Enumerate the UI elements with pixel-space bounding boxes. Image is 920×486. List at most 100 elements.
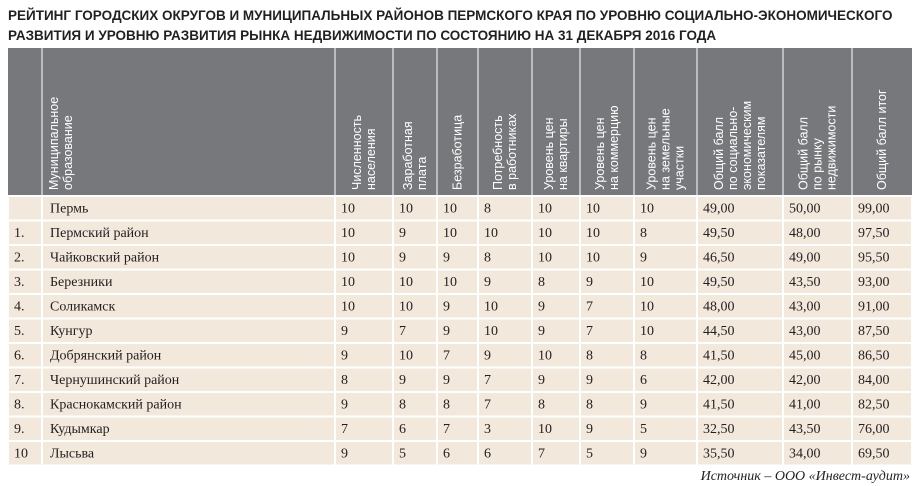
score: 48,00 (789, 226, 821, 241)
column-header: недвижимости (825, 106, 839, 190)
cell-background (851, 195, 913, 222)
score: 7 (538, 446, 545, 461)
cell-background (782, 244, 853, 271)
score: 9 (586, 275, 593, 290)
rank: 7. (14, 373, 25, 388)
score: 6 (640, 373, 647, 388)
score: 8 (586, 348, 593, 363)
score: 10 (640, 324, 654, 339)
score: 9 (538, 299, 545, 314)
score: 49,00 (703, 201, 735, 216)
score: 49,50 (703, 226, 735, 241)
cell-background (392, 244, 438, 271)
column-header: Численность (350, 115, 364, 190)
score: 9 (538, 373, 545, 388)
cell-background (696, 244, 784, 271)
rank: 3. (14, 275, 25, 290)
score: 49,50 (703, 275, 735, 290)
column-header: плата (415, 157, 429, 190)
score: 43,50 (789, 422, 821, 437)
cell-background (782, 391, 853, 418)
score: 7 (484, 373, 491, 388)
score: 10 (538, 226, 552, 241)
score: 9 (341, 397, 348, 412)
cell-background (851, 440, 913, 467)
score: 9 (341, 348, 348, 363)
cell-background (633, 366, 698, 393)
score: 41,00 (789, 397, 821, 412)
score: 8 (538, 397, 545, 412)
score: 8 (399, 397, 406, 412)
cell-background (633, 391, 698, 418)
score: 91,00 (858, 299, 890, 314)
cell-background (851, 268, 913, 295)
score: 10 (399, 275, 413, 290)
cell-background (41, 440, 336, 467)
cell-background (633, 317, 698, 344)
score: 7 (399, 324, 406, 339)
score: 9 (443, 373, 450, 388)
score: 8 (443, 397, 450, 412)
column-header: экономическим (740, 101, 754, 190)
cell-background (41, 244, 336, 271)
score: 86,50 (858, 348, 890, 363)
cell-background (579, 440, 635, 467)
cell-background (7, 195, 43, 222)
score: 10 (341, 250, 355, 265)
score: 10 (443, 226, 457, 241)
score: 10 (341, 201, 355, 216)
score: 43,50 (789, 275, 821, 290)
score: 9 (640, 397, 647, 412)
cell-background (851, 366, 913, 393)
cell-background (41, 293, 336, 320)
cell-background (436, 440, 479, 467)
region-name: Чайковский район (50, 250, 160, 265)
score: 10 (586, 250, 600, 265)
score: 43,00 (789, 299, 821, 314)
cell-background (41, 391, 336, 418)
source: Источник – ООО «Инвест-аудит» (700, 469, 910, 484)
score: 9 (484, 275, 491, 290)
score: 32,50 (703, 422, 735, 437)
score: 10 (538, 201, 552, 216)
score: 10 (538, 348, 552, 363)
rank: 8. (14, 397, 25, 412)
column-header: на коммерцию (607, 106, 621, 191)
column-header: образование (61, 115, 75, 190)
rank: 1. (14, 226, 25, 241)
score: 10 (341, 226, 355, 241)
score: 41,50 (703, 348, 735, 363)
column-header: Уровень цен (645, 117, 659, 190)
cell-background (392, 317, 438, 344)
score: 10 (640, 299, 654, 314)
score: 9 (586, 373, 593, 388)
cell-background (696, 268, 784, 295)
score: 5 (399, 446, 406, 461)
score: 7 (443, 348, 450, 363)
cell-background (696, 391, 784, 418)
column-header: Потребность (491, 115, 505, 190)
cell-background (477, 415, 533, 442)
score: 10 (443, 201, 457, 216)
score: 9 (640, 250, 647, 265)
column-header: на квартиры (556, 118, 570, 190)
cell-background (579, 391, 635, 418)
column-header: Общий балл (797, 117, 811, 190)
score: 8 (538, 275, 545, 290)
score: 76,00 (858, 422, 890, 437)
score: 9 (640, 446, 647, 461)
cell-background (782, 440, 853, 467)
cell-background (851, 293, 913, 320)
column-header: Общий балл (712, 117, 726, 190)
score: 9 (586, 422, 593, 437)
region-name: Краснокамский район (50, 397, 182, 412)
region-name: Чернушинский район (50, 373, 180, 388)
column-header: Заработная (401, 121, 415, 190)
score: 9 (399, 226, 406, 241)
region-name: Лысьва (50, 446, 95, 461)
score: 34,00 (789, 446, 821, 461)
column-header: на земельные (659, 108, 673, 190)
score: 87,50 (858, 324, 890, 339)
column-header: Общий балл итог (875, 89, 889, 190)
